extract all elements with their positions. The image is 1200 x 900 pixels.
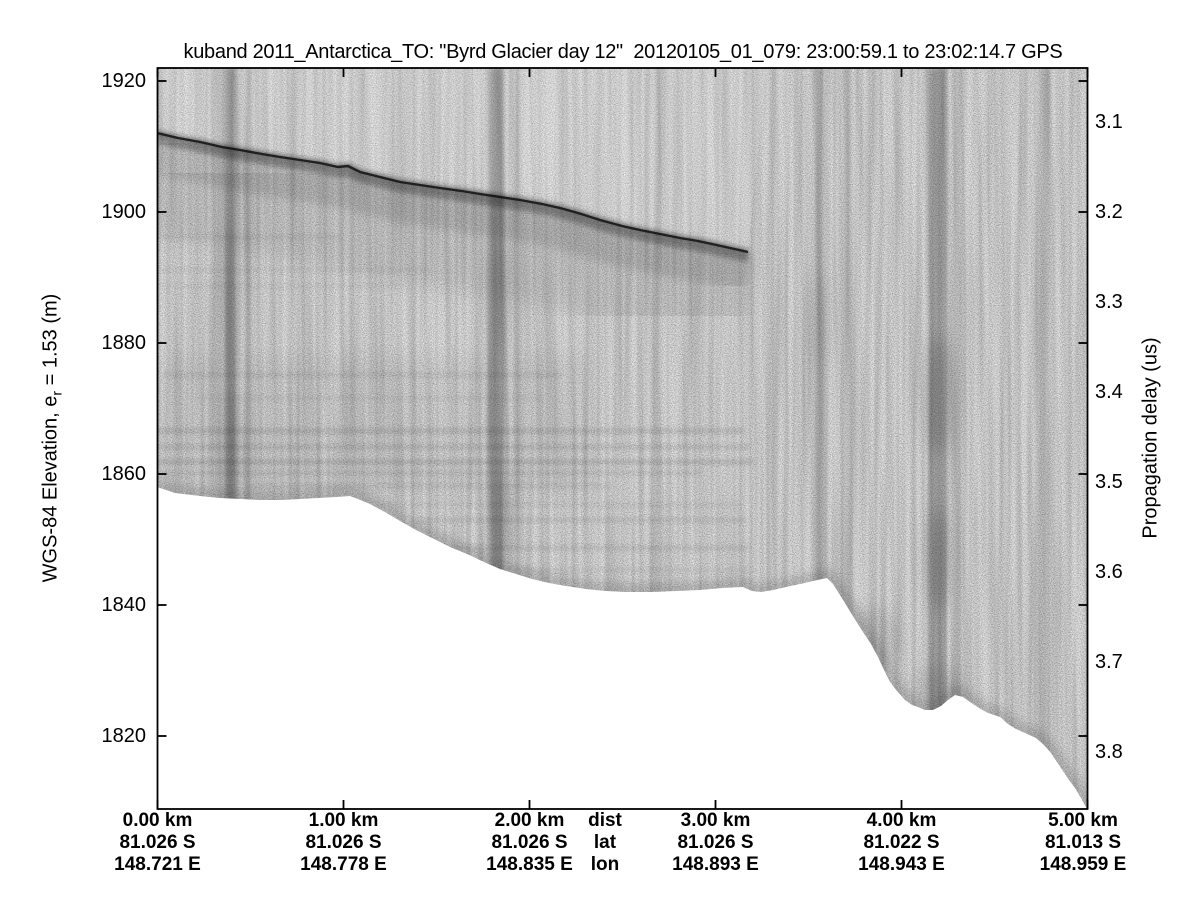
delay-tick-3-7: 3.7	[1095, 651, 1123, 673]
lon-value: 148.835 E	[486, 854, 573, 875]
lat-value: 81.026 S	[677, 832, 754, 853]
dist-value: 3.00 km	[680, 810, 751, 831]
y-axis-label-left: WGS-84 Elevation, er = 1.53 (m)	[39, 293, 65, 583]
lon-value: 148.893 E	[672, 854, 759, 875]
elevation-tick-1840: 1840	[101, 594, 147, 616]
axes-box	[156, 67, 1089, 810]
no-data-white-region	[157, 487, 1087, 809]
dist-row-label: dist	[588, 810, 622, 831]
lon-value: 148.778 E	[300, 854, 387, 875]
elevation-tick-1880: 1880	[101, 332, 147, 354]
lat-value: 81.022 S	[863, 832, 940, 853]
y-axis-label-left-text: WGS-84 Elevation, e	[39, 395, 62, 583]
lat-value: 81.013 S	[1044, 832, 1122, 853]
dist-value: 4.00 km	[866, 810, 937, 831]
delay-tick-3-2: 3.2	[1095, 201, 1123, 223]
delay-tick-3-8: 3.8	[1095, 741, 1123, 763]
lon-value: 148.721 E	[114, 854, 201, 875]
air-region-above-surface	[157, 68, 766, 252]
delay-tick-3-6: 3.6	[1095, 561, 1123, 583]
lat-row-label: lat	[593, 832, 617, 853]
elevation-tick-1860: 1860	[101, 463, 147, 485]
axis-tick-marks	[156, 68, 1089, 809]
elevation-tick-1820: 1820	[101, 725, 147, 747]
x-row-legend: dist lat lon	[525, 810, 685, 876]
x-column-5km: 5.00 km 81.013 S 148.959 E	[1003, 810, 1163, 876]
lat-value: 81.026 S	[119, 832, 196, 853]
y-axis-label-subscript: r	[48, 390, 65, 396]
delay-tick-3-5: 3.5	[1095, 471, 1123, 493]
lat-value: 81.026 S	[491, 832, 568, 853]
delay-tick-3-3: 3.3	[1095, 291, 1123, 313]
dist-value: 1.00 km	[308, 810, 379, 831]
dist-value: 2.00 km	[494, 810, 565, 831]
elevation-tick-1900: 1900	[101, 201, 147, 223]
lat-value: 81.026 S	[305, 832, 382, 853]
x-column-1km: 1.00 km 81.026 S 148.778 E	[264, 810, 424, 876]
lon-row-label: lon	[590, 854, 620, 875]
echogram-data-region	[157, 68, 1088, 809]
delay-tick-3-1: 3.1	[1095, 111, 1123, 133]
delay-tick-3-4: 3.4	[1095, 381, 1123, 403]
x-column-2km: 2.00 km 81.026 S 148.835 E	[450, 810, 610, 876]
dist-value: 0.00 km	[122, 810, 193, 831]
dist-value: 5.00 km	[1048, 810, 1118, 831]
plot-title: kuband 2011_Antarctica_TO: "Byrd Glacier…	[183, 41, 1063, 63]
x-column-4km: 4.00 km 81.022 S 148.943 E	[822, 810, 982, 876]
y-axis-label-right: Propagation delay (us)	[1139, 337, 1162, 539]
elevation-tick-1920: 1920	[101, 70, 147, 92]
x-column-0km: 0.00 km 81.026 S 148.721 E	[78, 810, 238, 876]
y-axis-label-left-units: = 1.53 (m)	[39, 293, 62, 391]
lon-value: 148.959 E	[1039, 854, 1127, 875]
lon-value: 148.943 E	[858, 854, 945, 875]
x-column-3km: 3.00 km 81.026 S 148.893 E	[636, 810, 796, 876]
